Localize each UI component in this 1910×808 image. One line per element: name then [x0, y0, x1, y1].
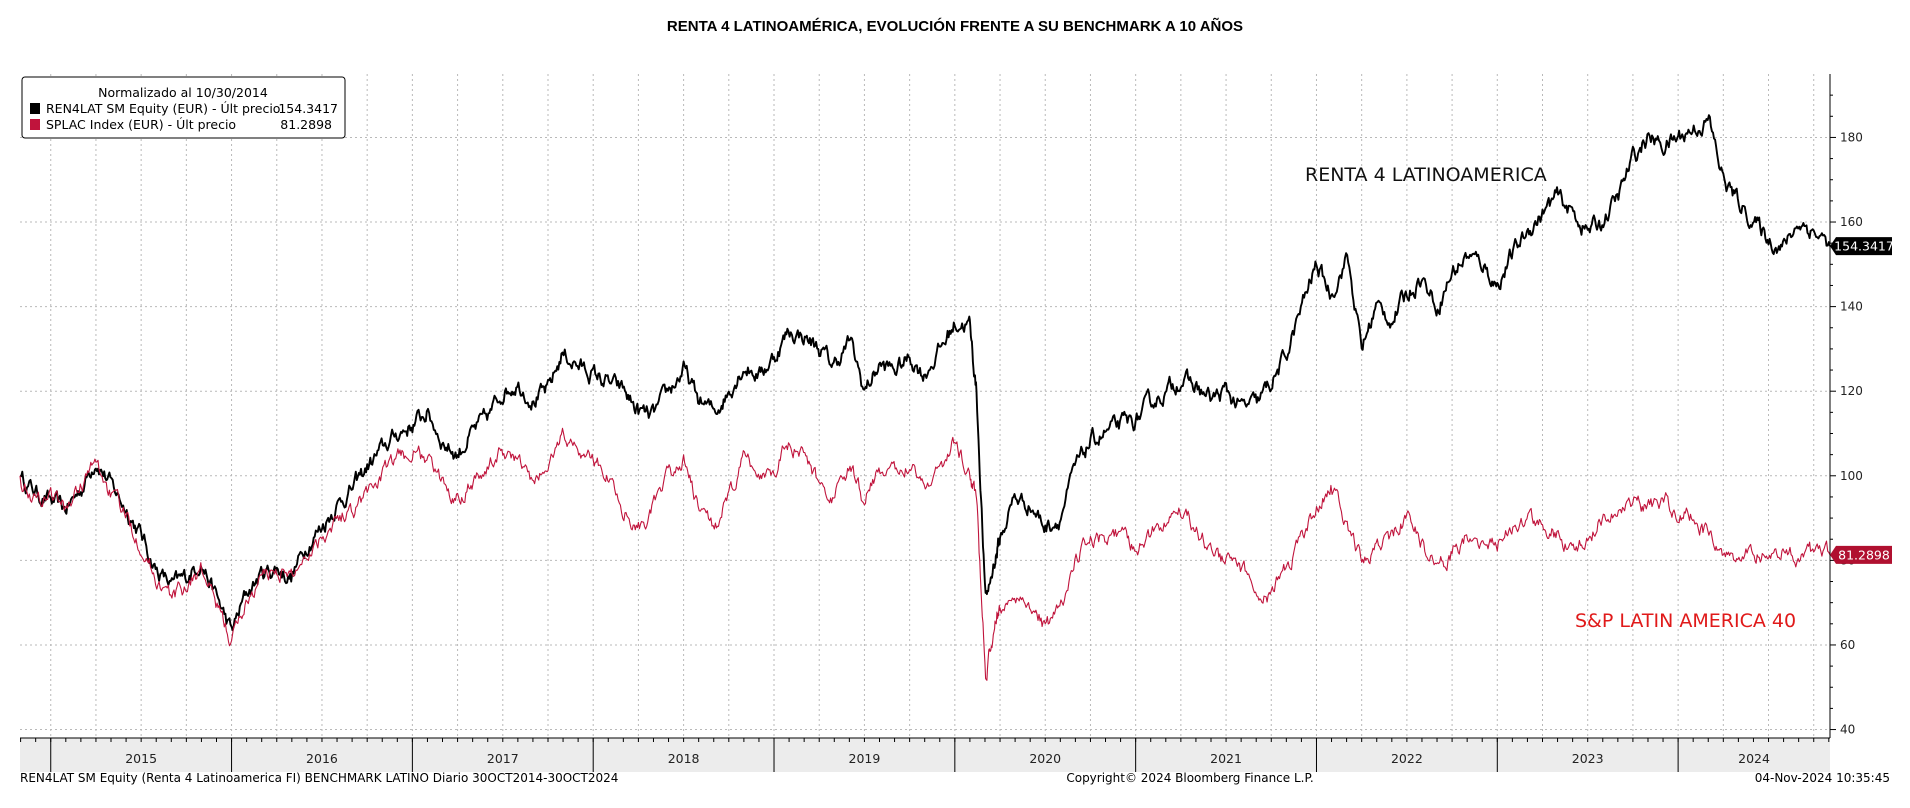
legend-label-splac: SPLAC Index (EUR) - Últ precio: [46, 117, 236, 132]
last-value-tag-bg: [1830, 545, 1892, 564]
legend-swatch-ren4lat: [30, 103, 40, 114]
legend-value-ren4lat: 154.3417: [278, 101, 338, 116]
last-value-tags: 154.3417 81.2898: [1830, 237, 1894, 564]
y-tick-label: 120: [1840, 384, 1863, 398]
last-value-tag-text: 154.3417: [1834, 239, 1894, 254]
x-tick-label: 2021: [1210, 751, 1242, 766]
x-tick-label: 2018: [668, 751, 700, 766]
legend-header: Normalizado al 10/30/2014: [98, 85, 268, 100]
last-value-tag-bg: [1830, 237, 1892, 256]
x-tick-label: 2019: [849, 751, 881, 766]
x-tick-label: 2020: [1029, 751, 1061, 766]
legend-box: [21, 76, 346, 139]
y-tick-label: 60: [1840, 638, 1855, 652]
annotation-splac: S&P LATIN AMERICA 40: [1575, 610, 1796, 632]
series-layer: [19, 114, 1831, 681]
legend: Normalizado al 10/30/2014 REN4LAT SM Equ…: [21, 76, 346, 139]
annotation-renta4: RENTA 4 LATINOAMERICA: [1305, 164, 1547, 186]
x-tick-label: 2017: [487, 751, 519, 766]
grid-lines: [20, 74, 1830, 738]
legend-value-splac: 81.2898: [280, 117, 332, 132]
chart-title: RENTA 4 LATINOAMÉRICA, EVOLUCIÓN FRENTE …: [667, 17, 1243, 35]
series-line-ren4lat: [19, 114, 1831, 632]
footer-description: REN4LAT SM Equity (Renta 4 Latinoamerica…: [20, 771, 618, 785]
x-tick-label: 2024: [1738, 751, 1770, 766]
x-axis-band: [20, 738, 1830, 772]
y-axis-ticks: 406080100120140160180: [1830, 94, 1863, 737]
footer-copyright: Copyright© 2024 Bloomberg Finance L.P.: [1066, 771, 1313, 785]
y-tick-label: 140: [1840, 300, 1863, 314]
x-tick-label: 2015: [125, 751, 157, 766]
legend-swatch-splac: [30, 119, 40, 130]
x-tick-label: 2023: [1572, 751, 1604, 766]
y-tick-label: 180: [1840, 130, 1863, 144]
y-tick-label: 160: [1840, 215, 1863, 229]
y-tick-label: 40: [1840, 723, 1855, 737]
series-line-splac: [19, 427, 1831, 681]
y-tick-label: 100: [1840, 469, 1863, 483]
x-tick-label: 2022: [1391, 751, 1423, 766]
x-axis-ticks: 2015 2016 2017 2018 2019 2020 2021 2022 2023 2024: [20, 738, 1830, 772]
x-tick-label: 2016: [306, 751, 338, 766]
footer-timestamp: 04-Nov-2024 10:35:45: [1755, 771, 1890, 785]
legend-label-ren4lat: REN4LAT SM Equity (EUR) - Últ precio: [46, 101, 280, 116]
last-value-tag-text: 81.2898: [1838, 547, 1890, 562]
last-value-tag-splac: 81.2898: [1830, 545, 1892, 564]
plot-background: [20, 74, 1830, 738]
last-value-tag-ren4lat: 154.3417: [1830, 237, 1894, 256]
